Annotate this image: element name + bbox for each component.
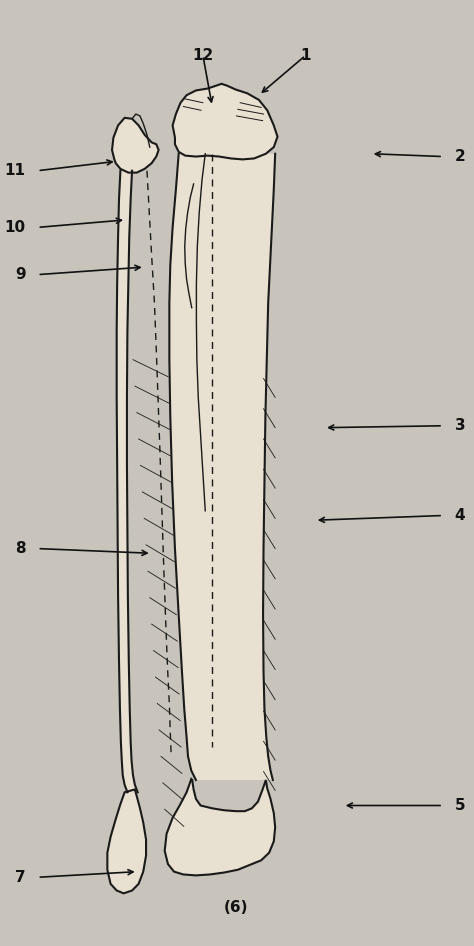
Polygon shape — [117, 170, 137, 793]
Text: 1: 1 — [300, 48, 311, 63]
Text: 5: 5 — [455, 798, 465, 813]
Polygon shape — [112, 118, 159, 172]
Text: 7: 7 — [15, 869, 26, 885]
Polygon shape — [173, 84, 277, 159]
Text: 10: 10 — [5, 219, 26, 235]
Text: 11: 11 — [5, 164, 26, 178]
Text: (6): (6) — [223, 900, 248, 915]
Polygon shape — [107, 790, 146, 893]
Text: 2: 2 — [455, 149, 465, 164]
Polygon shape — [169, 153, 275, 780]
Text: 12: 12 — [192, 48, 214, 63]
Text: 9: 9 — [15, 267, 26, 282]
Text: 8: 8 — [15, 541, 26, 556]
Polygon shape — [164, 780, 275, 875]
Text: 4: 4 — [455, 508, 465, 523]
Text: 3: 3 — [455, 418, 465, 433]
